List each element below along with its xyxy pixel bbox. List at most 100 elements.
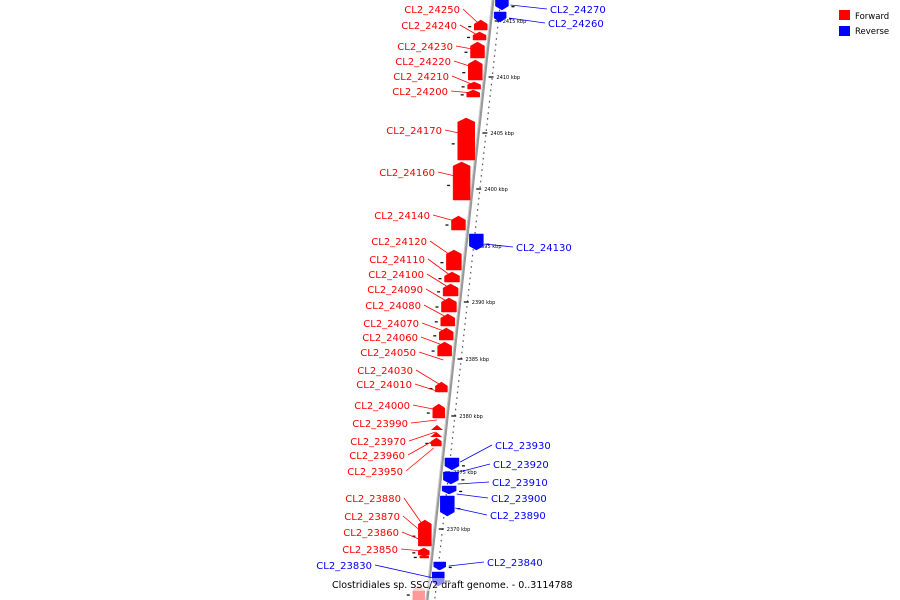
gene-label[interactable]: CL2_23850 — [342, 545, 398, 556]
leader-line — [508, 17, 546, 24]
gene-label[interactable]: CL2_24200 — [392, 87, 448, 98]
gene-label[interactable]: CL2_24070 — [363, 319, 419, 330]
gene-label[interactable]: CL2_23970 — [350, 437, 406, 448]
gene-arrow[interactable] — [418, 547, 430, 556]
gene-label[interactable]: CL2_24010 — [356, 380, 412, 391]
gene-label[interactable]: CL2_24030 — [357, 366, 413, 377]
gene-arrow[interactable] — [451, 215, 466, 231]
leader-line — [450, 90, 473, 94]
leader-line — [427, 258, 453, 278]
gene-arrow[interactable] — [430, 425, 443, 430]
gene-label[interactable]: CL2_24160 — [379, 168, 435, 179]
leader-line — [459, 444, 493, 463]
gene-label[interactable]: CL2_24210 — [393, 72, 449, 83]
gene-arrow[interactable] — [430, 432, 443, 437]
gene-labels: CL2_24250 CL2_24240 CL2_24230 CL2_24220 CL2_… — [316, 5, 605, 572]
gene-arrow[interactable] — [443, 471, 459, 485]
gene-label[interactable]: CL2_23950 — [347, 467, 403, 478]
genome-backbone — [425, 0, 495, 600]
gene-label[interactable]: CL2_24090 — [367, 285, 423, 296]
leader-line — [412, 404, 438, 411]
gene-label[interactable]: CL2_24000 — [354, 401, 410, 412]
leader-line — [374, 564, 434, 579]
gene-arrow[interactable] — [466, 89, 480, 98]
leader-line — [458, 463, 491, 473]
scale-tick-label: 2410 kbp — [497, 75, 521, 81]
gene-arrow[interactable] — [441, 297, 457, 313]
scale-tick-label: 2380 kbp — [459, 414, 483, 420]
legend: Forward Reverse — [839, 10, 889, 37]
leader-line — [444, 129, 469, 136]
gene-arrow[interactable] — [442, 283, 459, 297]
leader-line — [418, 351, 444, 361]
gene-arrow[interactable] — [440, 313, 456, 327]
gene-label[interactable]: CL2_23890 — [490, 511, 546, 522]
gene-label[interactable]: CL2_23900 — [491, 494, 547, 505]
gene-label[interactable]: CL2_23920 — [493, 460, 549, 471]
gene-arrow[interactable] — [419, 554, 430, 559]
gene-arrow[interactable] — [432, 403, 446, 419]
gene-label[interactable]: CL2_24260 — [548, 19, 604, 30]
leader-line — [455, 45, 478, 51]
gene-label[interactable]: CL2_24140 — [374, 211, 430, 222]
gene-label[interactable]: CL2_24220 — [395, 57, 451, 68]
gene-arrow[interactable] — [469, 233, 484, 251]
gene-arrow[interactable] — [457, 117, 475, 161]
gene-label[interactable]: CL2_23870 — [344, 512, 400, 523]
gene-label[interactable]: CL2_23860 — [343, 528, 399, 539]
gene-arrow[interactable] — [440, 495, 455, 517]
scale-tick-label: 2400 kbp — [484, 187, 508, 193]
leader-line — [457, 481, 490, 485]
gene-arrow[interactable] — [468, 59, 483, 81]
gene-label[interactable]: CL2_24080 — [365, 301, 421, 312]
leader-line — [421, 322, 447, 333]
gene-label[interactable]: CL2_24230 — [397, 42, 453, 53]
gene-label[interactable]: CL2_24050 — [360, 348, 416, 359]
gene-label[interactable]: CL2_24240 — [401, 21, 457, 32]
leader-line — [484, 243, 514, 248]
gene-label[interactable]: CL2_23930 — [495, 441, 551, 452]
gene-label[interactable]: CL2_24100 — [368, 270, 424, 281]
gene-label[interactable]: CL2_23910 — [492, 478, 548, 489]
gene-arrow[interactable] — [435, 381, 448, 393]
leader-line — [459, 24, 480, 37]
gene-label[interactable]: CL2_24130 — [516, 243, 572, 254]
gene-label[interactable]: CL2_24270 — [550, 5, 606, 16]
gene-label[interactable]: CL2_24250 — [404, 5, 460, 16]
legend-label-forward: Forward — [855, 12, 889, 22]
gene-label[interactable]: CL2_23840 — [487, 558, 543, 569]
gene-arrow[interactable] — [429, 439, 442, 444]
gene-arrow[interactable] — [495, 0, 509, 11]
gene-label[interactable]: CL2_24060 — [362, 333, 418, 344]
gene-label[interactable]: CL2_24120 — [371, 237, 427, 248]
gene-arrow[interactable] — [446, 249, 462, 271]
gene-label[interactable]: CL2_23880 — [345, 494, 401, 505]
leader-line — [414, 383, 441, 393]
leader-line — [410, 419, 437, 424]
gene-label[interactable]: CL2_23830 — [316, 561, 372, 572]
leader-line — [437, 171, 464, 179]
leader-line — [423, 304, 449, 319]
gene-arrow[interactable] — [493, 11, 507, 23]
gene-arrow[interactable] — [418, 519, 432, 547]
gene-arrow[interactable] — [441, 485, 457, 495]
gene-arrow[interactable] — [444, 457, 460, 471]
leader-line — [400, 548, 423, 552]
leader-line — [462, 8, 481, 26]
scale-tick-label: 2390 kbp — [472, 300, 496, 306]
gene-label[interactable]: CL2_24170 — [386, 126, 442, 137]
gene-arrow[interactable] — [452, 161, 471, 201]
gene-arrow[interactable] — [433, 561, 446, 571]
gene-label[interactable]: CL2_23990 — [352, 419, 408, 430]
leader-line — [405, 447, 434, 472]
leader-line — [407, 439, 435, 456]
caption-backdrop — [330, 578, 570, 591]
legend-swatch-reverse — [839, 26, 850, 36]
gene-arrow[interactable] — [437, 341, 452, 357]
leader-line — [510, 4, 548, 10]
scale-tick-label: 2385 kbp — [466, 357, 490, 363]
gene-label[interactable]: CL2_23960 — [349, 451, 405, 462]
leader-line — [408, 431, 436, 442]
gene-label[interactable]: CL2_24110 — [369, 255, 425, 266]
